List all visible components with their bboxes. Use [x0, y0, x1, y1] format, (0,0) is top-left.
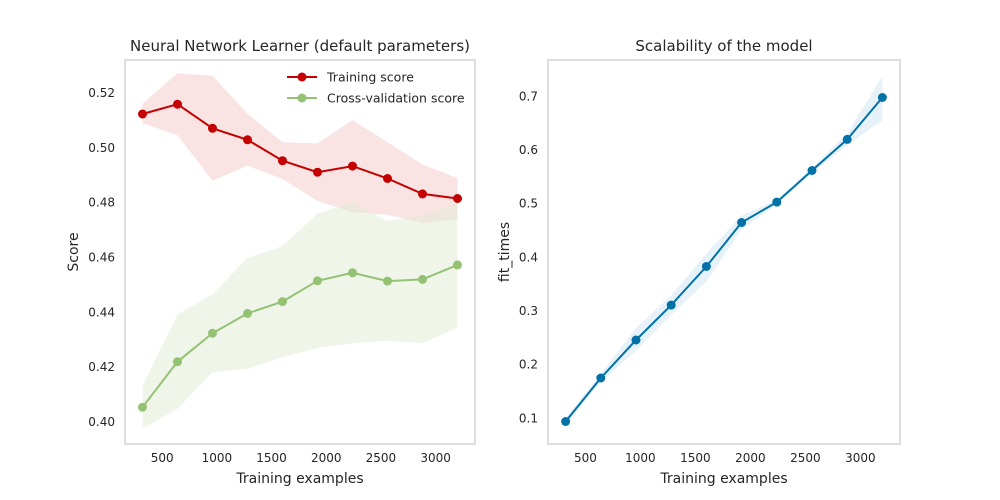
variance-band	[565, 76, 883, 425]
y-tick-label: 0.4	[519, 250, 538, 264]
y-tick-label: 0.3	[519, 304, 538, 318]
x-tick-label: 2000	[311, 451, 342, 465]
series-line	[564, 96, 884, 423]
series-points	[138, 99, 462, 412]
y-tick-label: 0.50	[88, 141, 115, 155]
data-point	[666, 300, 676, 310]
y-tick-label: 0.52	[88, 86, 115, 100]
data-point	[418, 274, 427, 284]
x-tick-label: 2500	[790, 451, 821, 465]
series-lines	[564, 96, 884, 423]
scalability-panel: Scalability of the model Training exampl…	[497, 37, 901, 487]
data-point	[631, 335, 641, 345]
data-point	[173, 99, 182, 109]
series-points	[561, 93, 887, 426]
x-tick-label: 1500	[680, 451, 711, 465]
data-point	[772, 197, 782, 207]
data-point	[453, 260, 462, 270]
y-tick-label: 0.2	[519, 358, 538, 372]
x-tick-label: 500	[574, 451, 597, 465]
data-point	[278, 297, 287, 307]
data-point	[383, 276, 392, 286]
data-point	[701, 262, 711, 271]
y-tick-label: 0.7	[519, 89, 538, 103]
data-point	[737, 218, 747, 227]
series-line	[142, 103, 458, 200]
x-tick-label: 2000	[735, 451, 766, 465]
variance-band	[142, 202, 458, 429]
variance-bands	[142, 73, 458, 429]
data-point	[243, 135, 252, 145]
data-point	[313, 167, 322, 177]
data-point	[173, 357, 182, 367]
data-point	[138, 402, 147, 412]
x-axis-label: Training examples	[235, 471, 363, 487]
y-tick-label: 0.40	[88, 415, 115, 429]
learning-curve-panel: Neural Network Learner (default paramete…	[66, 37, 476, 487]
series-line	[141, 263, 458, 408]
data-point	[561, 417, 571, 426]
data-point	[453, 194, 462, 203]
x-tick-label: 3000	[845, 451, 876, 465]
data-point	[348, 268, 357, 278]
x-tick-label: 2500	[366, 451, 397, 465]
data-point	[807, 166, 817, 175]
y-tick-label: 0.48	[88, 196, 115, 210]
tick-labels: 500 1000 1500 2000 2500 3000 0.1 0.2 0.3 0.4 0.5 0.…	[519, 89, 876, 465]
data-point	[348, 161, 357, 171]
series-lines	[141, 103, 458, 408]
x-tick-label: 3000	[420, 451, 451, 465]
chart-title: Scalability of the model	[635, 37, 812, 55]
chart-title: Neural Network Learner (default paramete…	[130, 37, 470, 55]
y-tick-label: 0.6	[519, 143, 538, 157]
x-tick-label: 1500	[256, 451, 287, 465]
x-tick-label: 1000	[202, 451, 233, 465]
data-point	[278, 156, 287, 166]
y-tick-label: 0.42	[88, 360, 115, 374]
data-point	[208, 328, 217, 338]
data-point	[138, 109, 147, 119]
data-point	[418, 189, 427, 199]
y-tick-label: 0.44	[88, 305, 115, 319]
data-point	[243, 308, 252, 318]
x-tick-label: 1000	[625, 451, 656, 465]
legend-cv-marker	[297, 93, 307, 103]
data-point	[596, 373, 606, 383]
data-point	[842, 134, 852, 144]
y-axis-label: Score	[66, 232, 82, 271]
variance-band	[142, 73, 458, 224]
y-tick-label: 0.5	[519, 197, 538, 211]
data-point	[877, 93, 887, 102]
x-tick-label: 500	[151, 451, 174, 465]
data-point	[313, 276, 322, 286]
tick-labels: 500 1000 1500 2000 2500 3000 0.40 0.42 0.44 0.46 0…	[88, 86, 451, 465]
legend-training-marker	[297, 72, 307, 82]
y-tick-label: 0.1	[519, 411, 538, 425]
data-point	[208, 123, 217, 133]
x-axis-label: Training examples	[659, 471, 787, 487]
variance-bands	[565, 76, 883, 425]
data-point	[383, 174, 392, 183]
y-tick-label: 0.46	[88, 250, 115, 264]
legend-cv-label: Cross-validation score	[327, 91, 465, 106]
legend-training-label: Training score	[326, 70, 414, 85]
y-axis-label: fit_times	[497, 222, 513, 282]
legend: Training score Cross-validation score	[287, 70, 465, 106]
